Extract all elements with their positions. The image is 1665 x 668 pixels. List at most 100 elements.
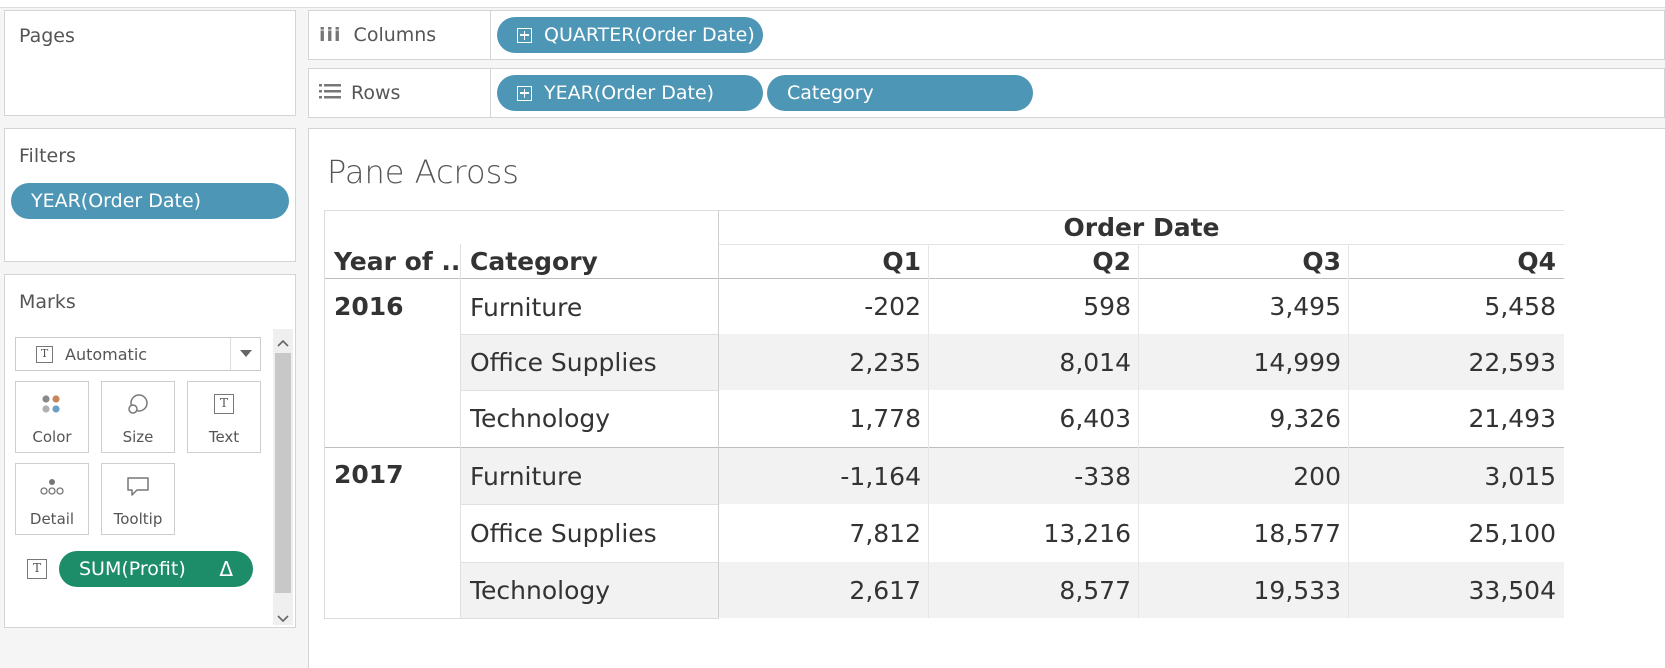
value-cell[interactable]: 200	[1293, 461, 1341, 491]
value-cell[interactable]: -202	[864, 291, 921, 321]
grid-line	[719, 210, 1564, 211]
color-card[interactable]: Color	[15, 381, 89, 453]
column-header-q2[interactable]: Q2	[1092, 246, 1131, 276]
value-cell[interactable]: 22,593	[1468, 347, 1556, 377]
grid-line	[461, 334, 719, 335]
category-label[interactable]: Technology	[470, 404, 611, 433]
band-row	[719, 334, 1564, 390]
size-card[interactable]: Size	[101, 381, 175, 453]
value-cell[interactable]: 14,999	[1253, 347, 1341, 377]
value-cell[interactable]: 8,577	[1059, 575, 1131, 605]
value-cell[interactable]: -1,164	[840, 461, 921, 491]
grid-line	[324, 278, 1564, 279]
expand-plus-icon[interactable]	[517, 85, 532, 101]
text-mark-icon: T	[36, 345, 53, 363]
value-cell[interactable]: 6,403	[1059, 404, 1131, 433]
pages-card: Pages	[4, 10, 296, 116]
color-card-label: Color	[32, 428, 72, 446]
value-cell[interactable]: 7,812	[849, 518, 921, 548]
scroll-thumb[interactable]	[275, 353, 291, 593]
value-cell[interactable]: 1,778	[849, 404, 921, 433]
color-icon	[16, 394, 88, 416]
size-icon	[102, 394, 174, 416]
grid-line	[461, 390, 719, 391]
category-label[interactable]: Furniture	[470, 461, 583, 491]
column-header-q3[interactable]: Q3	[1302, 246, 1341, 276]
value-cell[interactable]: 5,458	[1484, 291, 1556, 321]
expand-plus-icon[interactable]	[517, 27, 532, 43]
rows-shelf: Rows YEAR(Order Date) Category	[308, 68, 1665, 118]
grid-line	[461, 504, 719, 505]
value-cell[interactable]: 598	[1083, 291, 1131, 321]
column-header-q1[interactable]: Q1	[882, 246, 921, 276]
size-card-label: Size	[122, 428, 154, 446]
text-card[interactable]: T Text	[187, 381, 261, 453]
grid-line	[1348, 244, 1349, 618]
value-cell[interactable]: 18,577	[1253, 518, 1341, 548]
sheet-title: Pane Across	[327, 153, 519, 191]
rows-pill-year[interactable]: YEAR(Order Date)	[497, 75, 763, 111]
columns-icon: iii	[319, 24, 342, 46]
text-icon: T	[188, 394, 260, 414]
detail-card-label: Detail	[29, 510, 75, 528]
value-cell[interactable]: 21,493	[1468, 404, 1556, 433]
grid-line	[460, 244, 461, 618]
measure-pill-label: SUM(Profit)	[79, 558, 186, 580]
year-header-2017[interactable]: 2017	[334, 459, 404, 489]
detail-icon	[16, 476, 88, 498]
row-header-category[interactable]: Category	[470, 246, 598, 276]
value-cell[interactable]: 33,504	[1468, 575, 1556, 605]
category-label[interactable]: Office Supplies	[470, 518, 657, 548]
band-row	[719, 562, 1564, 618]
rows-pill-category[interactable]: Category	[767, 75, 1033, 111]
tooltip-card[interactable]: Tooltip	[101, 463, 175, 535]
band-row	[461, 562, 719, 618]
filters-card: Filters YEAR(Order Date)	[4, 128, 296, 262]
columns-shelf-label-area: iii Columns	[319, 11, 491, 59]
value-cell[interactable]: 13,216	[1043, 518, 1131, 548]
scroll-down-icon[interactable]	[276, 609, 290, 628]
rows-icon	[319, 82, 341, 104]
detail-card[interactable]: Detail	[15, 463, 89, 535]
measure-pill-sum-profit[interactable]: SUM(Profit) Δ	[59, 551, 253, 587]
category-label[interactable]: Technology	[470, 575, 611, 605]
grid-line	[461, 562, 719, 563]
scroll-up-icon[interactable]	[276, 333, 290, 352]
value-cell[interactable]: 3,495	[1269, 291, 1341, 321]
rows-pill-category-label: Category	[787, 82, 874, 104]
tooltip-icon	[102, 476, 174, 498]
year-header-2016[interactable]: 2016	[334, 291, 404, 321]
value-cell[interactable]: 3,015	[1484, 461, 1556, 491]
grid-line	[324, 210, 325, 618]
mark-type-dropdown[interactable]: T Automatic	[15, 337, 261, 371]
column-header-order-date[interactable]: Order Date	[1063, 212, 1220, 242]
filters-title: Filters	[19, 145, 76, 167]
value-cell[interactable]: 2,235	[849, 347, 921, 377]
category-label[interactable]: Furniture	[470, 292, 583, 322]
marks-card: Marks T Automatic Color Size T	[4, 274, 296, 628]
value-cell[interactable]: 19,533	[1253, 575, 1341, 605]
columns-pill-label: QUARTER(Order Date)	[544, 24, 755, 46]
pages-title: Pages	[19, 25, 75, 47]
marks-scrollbar[interactable]	[273, 329, 293, 625]
marks-title: Marks	[19, 291, 76, 313]
band-row	[461, 334, 719, 390]
grid-line	[719, 244, 1564, 245]
chevron-down-icon[interactable]	[230, 338, 260, 370]
filter-pill-year[interactable]: YEAR(Order Date)	[11, 183, 289, 219]
value-cell[interactable]: 9,326	[1269, 404, 1341, 433]
grid-line	[718, 210, 719, 618]
value-cell[interactable]: 8,014	[1059, 347, 1131, 377]
top-strip	[0, 0, 1665, 8]
rows-label: Rows	[351, 82, 401, 104]
grid-line	[324, 447, 1564, 448]
value-cell[interactable]: 2,617	[849, 575, 921, 605]
row-header-year[interactable]: Year of ..	[334, 246, 461, 276]
value-cell[interactable]: -338	[1074, 461, 1131, 491]
text-encoding-icon[interactable]: T	[27, 559, 47, 579]
category-label[interactable]: Office Supplies	[470, 347, 657, 377]
column-header-q4[interactable]: Q4	[1517, 246, 1556, 276]
columns-pill-quarter[interactable]: QUARTER(Order Date)	[497, 17, 763, 53]
band-row	[719, 448, 1564, 504]
value-cell[interactable]: 25,100	[1468, 518, 1556, 548]
